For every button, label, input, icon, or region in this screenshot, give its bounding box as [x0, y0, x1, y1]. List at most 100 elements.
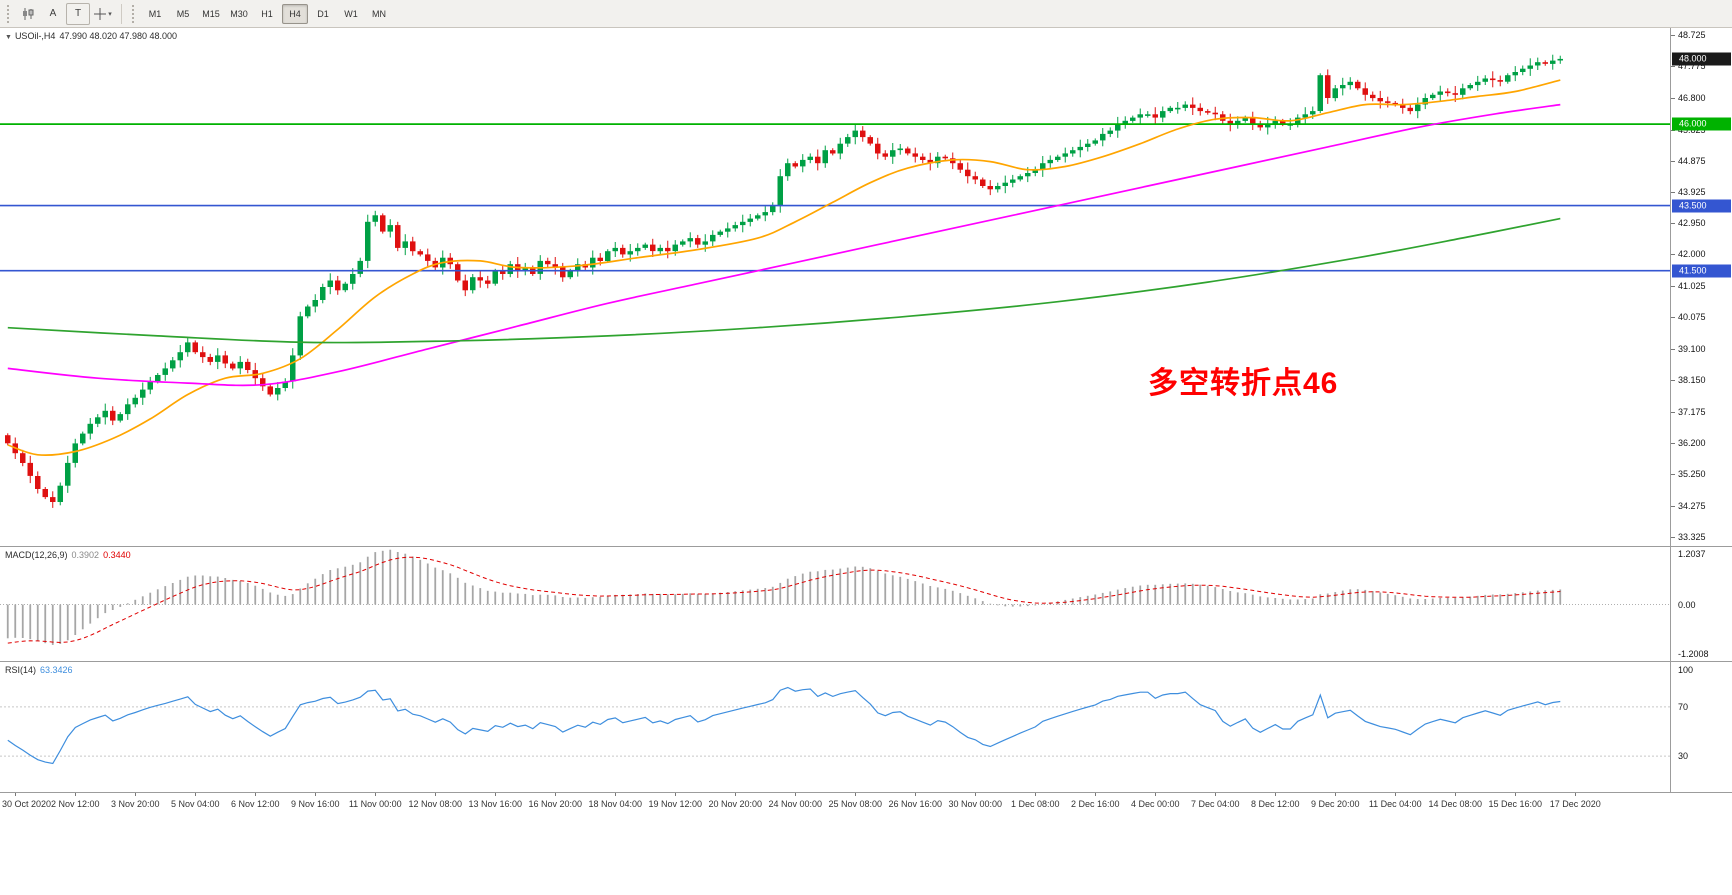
time-tick: [195, 793, 197, 796]
rsi-canvas[interactable]: [0, 662, 1670, 792]
time-tick: [15, 793, 17, 796]
time-label: 2 Dec 16:00: [1070, 799, 1120, 809]
time-tick: [435, 793, 437, 796]
time-tick: [1035, 793, 1037, 796]
charts-tool-button[interactable]: [16, 3, 40, 25]
price-tick: [1671, 286, 1675, 288]
time-tick: [675, 793, 677, 796]
cursor-tool-button[interactable]: A: [41, 3, 65, 25]
price-tick: [1671, 191, 1675, 193]
timeframe-MN[interactable]: MN: [372, 8, 386, 19]
timeframe-M30[interactable]: M30: [230, 8, 248, 19]
time-label: 26 Nov 16:00: [888, 799, 943, 809]
main-chart-panel: ▼ USOil-,H4 47.990 48.020 47.980 48.000 多空…: [0, 28, 1732, 546]
price-axis-label: 44.875: [1678, 155, 1706, 166]
time-label: 24 Nov 00:00: [768, 799, 823, 809]
timeframe-D1[interactable]: D1: [317, 8, 329, 19]
macd-value-signal: 0.3440: [103, 550, 131, 560]
cursor-tool-label: A: [49, 8, 57, 19]
symbol-label: USOil-,H4: [14, 31, 56, 41]
time-label: 1 Dec 08:00: [1010, 799, 1060, 809]
rsi-panel: RSI(14) 63.3426 100 70 30: [0, 661, 1732, 792]
time-tick: [615, 793, 617, 796]
time-label: 12 Nov 08:00: [408, 799, 463, 809]
time-axis[interactable]: 30 Oct 2020 2 Nov 12:00 3 Nov 20:00 5 Nov 0…: [0, 792, 1732, 812]
price-axis-label: 46.800: [1678, 93, 1706, 104]
macd-canvas[interactable]: [0, 547, 1670, 661]
timeframe-M5[interactable]: M5: [176, 8, 190, 19]
price-tick: [1671, 223, 1675, 225]
price-tick: [1671, 254, 1675, 256]
price-axis-label: 43.925: [1678, 186, 1706, 197]
timeframe-W1[interactable]: W1: [344, 8, 358, 19]
price-tick: [1671, 411, 1675, 413]
price-tick: [1671, 98, 1675, 100]
time-tick: [315, 793, 317, 796]
time-label: 14 Dec 08:00: [1428, 799, 1483, 809]
rsi-axis-label: 100: [1678, 665, 1694, 675]
time-label: 4 Dec 00:00: [1130, 799, 1180, 809]
rsi-name: RSI(14): [5, 665, 37, 675]
time-label: 7 Dec 04:00: [1190, 799, 1240, 809]
time-label: 13 Nov 16:00: [468, 799, 523, 809]
time-label: 25 Nov 08:00: [828, 799, 883, 809]
price-axis-label: 36.200: [1678, 438, 1706, 449]
price-tick: [1671, 474, 1675, 476]
price-axis-label: 38.150: [1678, 374, 1706, 385]
price-tick: [1671, 317, 1675, 319]
rsi-axis-label: 70: [1678, 701, 1689, 712]
time-tick: [855, 793, 857, 796]
time-tick: [1335, 793, 1337, 796]
chart-ohlc-label: ▼ USOil-,H4 47.990 48.020 47.980 48.000: [5, 31, 181, 41]
price-tick: [1671, 379, 1675, 381]
text-tool-button[interactable]: T: [66, 2, 90, 25]
crosshair-tool-button[interactable]: ▾: [91, 3, 115, 25]
time-label: 17 Dec 2020: [1549, 799, 1601, 809]
price-tick: [1671, 348, 1675, 350]
price-axis-label: 34.275: [1678, 501, 1706, 512]
time-label: 19 Nov 12:00: [648, 799, 703, 809]
rsi-axis-label: 30: [1678, 751, 1689, 762]
timeframe-H1[interactable]: H1: [261, 8, 273, 19]
time-label: 9 Nov 16:00: [290, 799, 340, 809]
time-tick: [1455, 793, 1457, 796]
timeframe-toolbar-grip[interactable]: [132, 4, 136, 23]
rsi-label: RSI(14) 63.3426: [5, 665, 77, 675]
macd-value-main: 0.3902: [71, 550, 100, 560]
time-tick: [555, 793, 557, 796]
time-label: 16 Nov 20:00: [528, 799, 583, 809]
time-tick: [1575, 793, 1577, 796]
time-tick: [255, 793, 257, 796]
macd-axis: 1.2037 0.00 -1.2008: [1670, 547, 1732, 661]
rsi-axis: 100 70 30: [1670, 662, 1732, 792]
time-label: 30 Oct 2020: [2, 799, 52, 809]
collapse-triangle-icon[interactable]: ▼: [5, 34, 12, 41]
price-badge: 41.500: [1672, 264, 1731, 278]
time-tick: [1215, 793, 1217, 796]
macd-label: MACD(12,26,9) 0.3902 0.3440: [5, 550, 135, 560]
toolbar-separator: [121, 3, 122, 24]
time-label: 20 Nov 20:00: [708, 799, 763, 809]
macd-panel: MACD(12,26,9) 0.3902 0.3440 1.2037 0.00 -1.2…: [0, 546, 1732, 661]
price-tick: [1671, 443, 1675, 445]
time-label: 15 Dec 16:00: [1488, 799, 1543, 809]
timeframe-M1[interactable]: M1: [148, 8, 162, 19]
timeframe-H4[interactable]: H4: [282, 3, 308, 24]
price-tick: [1671, 66, 1675, 68]
price-badge: 43.500: [1672, 199, 1731, 213]
price-tick: [1671, 506, 1675, 508]
price-badge: 46.000: [1672, 117, 1731, 131]
timeframe-M15[interactable]: M15: [202, 8, 220, 19]
annotation-text: 多空转折点46: [1148, 367, 1339, 400]
time-label: 6 Nov 12:00: [230, 799, 280, 809]
chevron-down-icon: ▾: [108, 10, 112, 18]
time-label: 8 Dec 12:00: [1250, 799, 1300, 809]
crosshair-icon: [94, 7, 107, 20]
ohlc-values: 47.990 48.020 47.980 48.000: [59, 31, 178, 41]
price-chart-canvas[interactable]: [0, 28, 1670, 546]
time-tick: [135, 793, 137, 796]
toolbar-grip[interactable]: [7, 4, 11, 23]
price-axis[interactable]: 48.72547.77546.80045.82544.87543.92542.9…: [1670, 28, 1732, 546]
time-tick: [1155, 793, 1157, 796]
time-tick: [795, 793, 797, 796]
